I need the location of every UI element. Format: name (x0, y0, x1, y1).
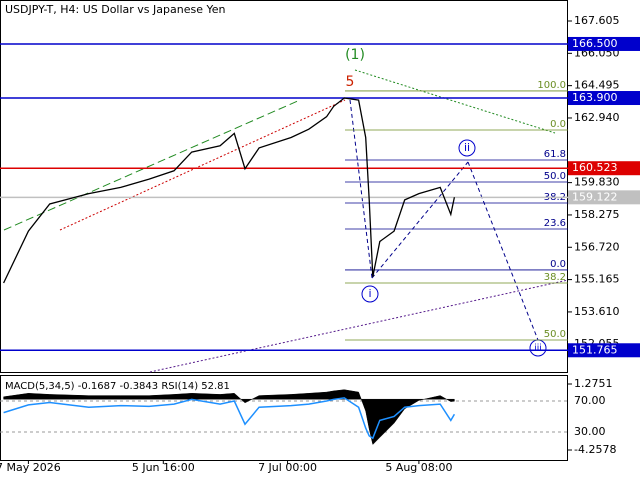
rsi-tick-label: 70.00 (574, 394, 606, 407)
chart-title: USDJPY-T, H4: US Dollar vs Japanese Yen (5, 3, 226, 16)
wave-label: (1) (345, 47, 365, 63)
y-tick-label: 159.830 (574, 176, 620, 189)
level-box (568, 161, 640, 176)
fib-label: 0.0 (550, 119, 566, 130)
level-label: 163.900 (572, 91, 618, 104)
fib-label: 0.0 (550, 259, 566, 270)
fib-label: 61.8 (544, 149, 566, 160)
level-box (568, 343, 640, 358)
wave-circle (361, 285, 379, 303)
macd-tick-label: -4.2578 (574, 443, 616, 456)
rsi-line (3, 397, 456, 440)
y-tick-label: 153.610 (574, 305, 620, 318)
fib-label: 100.0 (537, 80, 566, 91)
indicator-label: MACD(5,34,5) -0.1687 -0.3843 RSI(14) 52.… (5, 381, 230, 392)
level-label: 160.523 (572, 161, 618, 174)
x-tick-label: 5 Aug 08:00 (385, 461, 452, 474)
macd-tick-label: 1.2751 (574, 377, 613, 390)
y-tick-label: 167.605 (574, 14, 620, 27)
y-tick-label: 162.940 (574, 111, 620, 124)
wave-label: i (368, 287, 371, 300)
y-tick-label: 164.495 (574, 79, 620, 92)
level-box (568, 36, 640, 51)
level-box (568, 190, 640, 205)
y-tick-label: 155.165 (574, 273, 620, 286)
fib-label: 38.2 (544, 272, 566, 283)
rsi-tick-label: 30.00 (574, 425, 606, 438)
x-tick-label: 7 May 2026 (0, 461, 61, 474)
level-label: 151.765 (572, 343, 618, 356)
price-line (3, 97, 456, 284)
level-label: 166.500 (572, 37, 618, 50)
trend-line (59, 99, 346, 231)
trend-line (354, 69, 556, 134)
wave-line (467, 161, 539, 341)
fib-label: 50.0 (544, 171, 566, 182)
wave-label: 5 (346, 74, 355, 90)
trend-line (3, 99, 301, 231)
macd-histogram (3, 389, 455, 445)
fib-label: 23.6 (544, 218, 566, 229)
level-box (568, 91, 640, 106)
y-tick-label: 156.720 (574, 240, 620, 253)
wave-line (371, 161, 469, 279)
x-tick-label: 7 Jul 00:00 (258, 461, 317, 474)
y-tick-label: 158.275 (574, 208, 620, 221)
trend-line (149, 279, 569, 373)
wave-circle (458, 139, 476, 157)
indicator-panel (0, 375, 568, 461)
fib-label: 50.0 (544, 329, 566, 340)
wave-label: ii (464, 141, 470, 154)
x-tick-label: 5 Jun 16:00 (132, 461, 195, 474)
price-panel (0, 0, 568, 373)
trend-lines (3, 69, 569, 373)
level-label: 159.122 (572, 190, 618, 203)
wave-label: iii (534, 344, 542, 354)
